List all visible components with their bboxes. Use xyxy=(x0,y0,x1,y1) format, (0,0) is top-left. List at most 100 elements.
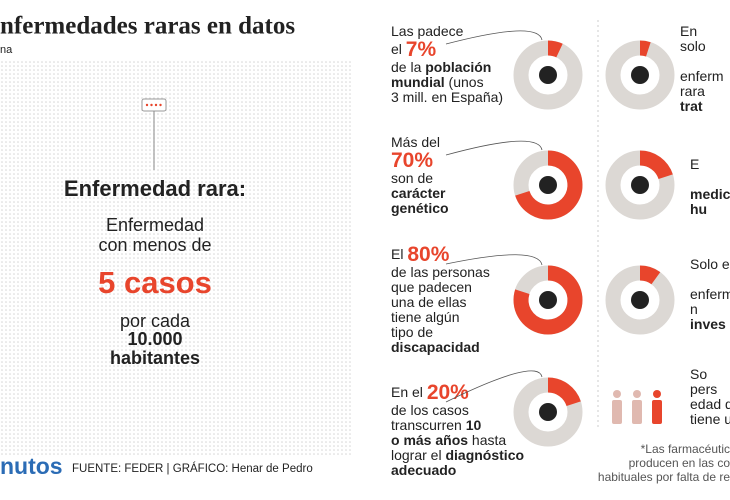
donut-arc xyxy=(639,40,651,57)
donut-icon xyxy=(631,176,649,194)
people-icons xyxy=(612,390,662,424)
fact-span: una de ellas xyxy=(391,294,467,310)
fact-span: 3 mill. en España) xyxy=(391,89,503,105)
fact-bold: carácter xyxy=(391,185,446,201)
fact-text: rara xyxy=(680,83,705,99)
donut-icon xyxy=(539,66,557,84)
fact-pct-line: el 7% xyxy=(391,38,436,61)
donut-arc xyxy=(513,265,583,335)
fact-text: Solo e xyxy=(690,256,730,272)
pct-prefix: el xyxy=(391,41,406,57)
leader-line xyxy=(445,370,543,403)
brand: nutos xyxy=(0,453,63,479)
fact-span: Más del xyxy=(391,134,440,150)
donut-arc xyxy=(547,377,581,407)
donut-icon xyxy=(631,66,649,84)
definition-text: con menos de xyxy=(98,235,211,255)
fact-span: hasta xyxy=(468,432,506,448)
pct-label: 80% xyxy=(407,243,449,266)
fact-text: Más del xyxy=(391,134,440,150)
fact-text: tiene un xyxy=(690,411,730,427)
donut-icon xyxy=(539,176,557,194)
fact-text: una de ellas xyxy=(391,294,467,310)
fact-text: En xyxy=(680,23,697,39)
footnote: habituales por falta de re xyxy=(598,470,730,484)
fact-text: 3 mill. en España) xyxy=(391,89,503,105)
icon xyxy=(141,98,167,112)
leader-line xyxy=(445,140,543,156)
title: nfermedades raras en datos xyxy=(0,13,295,40)
footnote: *Las farmacéutic xyxy=(641,442,730,456)
fact-text: enferm xyxy=(690,286,730,302)
fact-text: adecuado xyxy=(391,462,456,478)
fact-text: mundial (unos xyxy=(391,74,484,90)
fact-span: En xyxy=(680,23,697,39)
fact-bold: mundial xyxy=(391,74,445,90)
fact-bold: diagnóstico xyxy=(445,447,524,463)
fact-span: Solo e xyxy=(690,256,730,272)
donut-icon xyxy=(539,403,557,421)
definition-highlight: 5 casos xyxy=(98,265,212,300)
fact-pct-line: En el 20% xyxy=(391,381,469,404)
fact-bold: adecuado xyxy=(391,462,456,478)
fact-span: lograr el xyxy=(391,447,445,463)
fact-text: o más años hasta xyxy=(391,432,506,448)
fact-span: Las padece xyxy=(391,23,464,39)
source: FUENTE: FEDER | GRÁFICO: Henar de Pedro xyxy=(72,462,313,475)
fact-span: tiene un xyxy=(690,411,730,427)
pct-label: 7% xyxy=(406,38,437,61)
donut-icon xyxy=(539,291,557,309)
fact-text: medic xyxy=(690,186,730,202)
definition-heading: Enfermedad rara: xyxy=(64,176,246,201)
fact-span: de las personas xyxy=(391,264,490,280)
fact-text: discapacidad xyxy=(391,339,480,355)
fact-span: tipo de xyxy=(391,324,433,340)
fact-span: edad de xyxy=(690,396,730,412)
leader-line xyxy=(445,254,543,266)
fact-text: de las personas xyxy=(391,264,490,280)
footnote: producen en las co xyxy=(629,456,730,470)
fact-text: de la población xyxy=(391,59,491,75)
fact-text: inves xyxy=(690,316,726,332)
donut-arc xyxy=(639,150,673,180)
fact-text: transcurren 10 xyxy=(391,417,481,433)
fact-bold: inves xyxy=(690,316,726,332)
donut-icon xyxy=(631,291,649,309)
fact-span: de los casos xyxy=(391,402,469,418)
donut-arc xyxy=(515,150,583,220)
fact-text: son de xyxy=(391,170,433,186)
fact-text: n xyxy=(690,301,698,317)
fact-text: So xyxy=(690,366,707,382)
fact-text: E xyxy=(690,156,699,172)
pct-label: 70% xyxy=(391,149,433,172)
fact-text: Las padece xyxy=(391,23,464,39)
fact-span: (unos xyxy=(445,74,484,90)
definition-text: por cada xyxy=(120,311,191,331)
fact-text: solo xyxy=(680,38,706,54)
fact-span: son de xyxy=(391,170,433,186)
fact-text: lograr el diagnóstico xyxy=(391,447,524,463)
fact-span: pers xyxy=(690,381,717,397)
fact-text: tiene algún xyxy=(391,309,460,325)
fact-span: solo xyxy=(680,38,706,54)
pct-label: 20% xyxy=(427,381,469,404)
fact-span: enferm xyxy=(680,68,724,84)
definition-text: habitantes xyxy=(110,348,200,368)
fact-span: que padecen xyxy=(391,279,472,295)
fact-bold: población xyxy=(425,59,491,75)
fact-span: transcurren xyxy=(391,417,466,433)
fact-text: trat xyxy=(680,98,703,114)
fact-text: pers xyxy=(690,381,717,397)
fact-bold: genético xyxy=(391,200,449,216)
fact-text: que padecen xyxy=(391,279,472,295)
fact-text: carácter xyxy=(391,185,446,201)
fact-text: hu xyxy=(690,201,707,217)
dotted-panel xyxy=(0,60,352,455)
fact-span: n xyxy=(690,301,698,317)
icon-dots xyxy=(145,103,162,107)
fact-text: enferm xyxy=(680,68,724,84)
definition-text: Enfermedad xyxy=(106,215,204,235)
fact-bold: 10 xyxy=(466,417,482,433)
